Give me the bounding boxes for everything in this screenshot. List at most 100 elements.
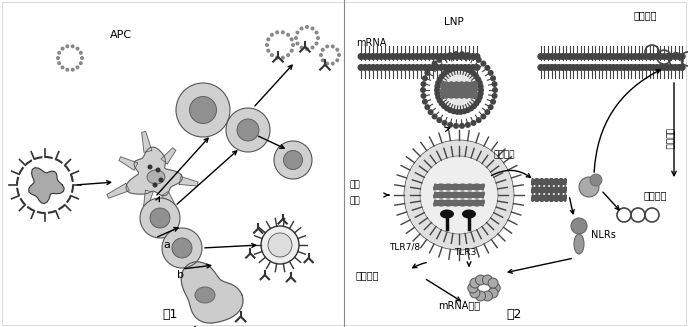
Text: 内体逃逸: 内体逃逸 [494,150,515,159]
Circle shape [447,122,453,128]
Circle shape [468,105,474,112]
Circle shape [632,64,638,71]
Circle shape [447,107,453,113]
Circle shape [71,44,75,48]
Circle shape [321,48,325,52]
Circle shape [439,100,444,107]
Circle shape [660,64,667,71]
Circle shape [621,64,627,71]
Circle shape [643,64,649,71]
Circle shape [314,42,319,45]
Circle shape [559,53,566,60]
Circle shape [281,30,285,34]
Circle shape [473,53,480,60]
Circle shape [420,156,498,234]
Text: 抗原蛋白: 抗原蛋白 [644,190,667,200]
Circle shape [444,69,450,75]
Circle shape [314,30,319,35]
Circle shape [446,64,453,71]
Circle shape [265,43,269,47]
Polygon shape [126,147,182,196]
Circle shape [337,53,341,57]
Circle shape [475,77,482,82]
Polygon shape [179,177,198,186]
Circle shape [446,53,453,60]
Text: mRNA降解: mRNA降解 [438,300,480,310]
Circle shape [635,53,642,60]
Circle shape [290,49,294,53]
Circle shape [275,30,279,34]
Circle shape [429,53,436,60]
Text: NLRs: NLRs [591,230,616,240]
Text: 图2: 图2 [506,308,522,321]
Circle shape [365,64,372,71]
Circle shape [484,65,491,71]
Circle shape [470,288,480,298]
Circle shape [649,64,656,71]
Circle shape [628,53,635,60]
Circle shape [471,103,477,109]
Circle shape [413,64,420,71]
Circle shape [365,53,372,60]
Circle shape [79,51,83,55]
Circle shape [57,61,61,65]
Circle shape [76,65,80,69]
Circle shape [369,64,376,71]
Circle shape [424,104,430,110]
Circle shape [603,64,610,71]
Circle shape [420,81,427,87]
Circle shape [71,68,75,72]
Circle shape [624,53,632,60]
Circle shape [310,26,314,30]
Circle shape [491,93,497,99]
FancyArrowPatch shape [671,83,676,176]
Circle shape [579,177,599,197]
Circle shape [382,53,389,60]
Circle shape [140,198,180,238]
Circle shape [437,77,442,82]
Circle shape [442,53,449,60]
Circle shape [294,36,298,40]
Circle shape [389,53,396,60]
Circle shape [668,64,675,71]
Circle shape [299,45,303,49]
Circle shape [590,174,602,186]
FancyArrowPatch shape [259,136,284,148]
Circle shape [451,66,457,72]
Circle shape [429,64,436,71]
Circle shape [459,123,465,129]
Circle shape [291,43,295,47]
Circle shape [369,53,376,60]
Circle shape [477,80,483,86]
Circle shape [310,45,314,49]
Circle shape [475,291,486,301]
Circle shape [299,26,303,30]
Circle shape [635,64,642,71]
Circle shape [434,83,440,89]
Circle shape [361,64,369,71]
Circle shape [465,122,471,128]
Circle shape [488,278,498,288]
Circle shape [394,53,400,60]
Circle shape [548,53,555,60]
Circle shape [331,61,335,65]
Circle shape [266,49,270,53]
Circle shape [552,64,559,71]
Circle shape [453,123,459,129]
Ellipse shape [147,170,165,184]
Text: 内体: 内体 [349,180,360,189]
Circle shape [394,64,400,71]
Circle shape [624,64,632,71]
Circle shape [462,53,469,60]
Circle shape [286,33,290,37]
Circle shape [449,64,457,71]
Circle shape [150,208,170,228]
Circle shape [427,65,433,71]
Circle shape [176,83,230,137]
Circle shape [57,51,61,55]
Circle shape [571,218,587,234]
Circle shape [413,53,420,60]
Circle shape [305,47,309,51]
Text: 小泡: 小泡 [349,196,360,205]
Circle shape [552,53,559,60]
